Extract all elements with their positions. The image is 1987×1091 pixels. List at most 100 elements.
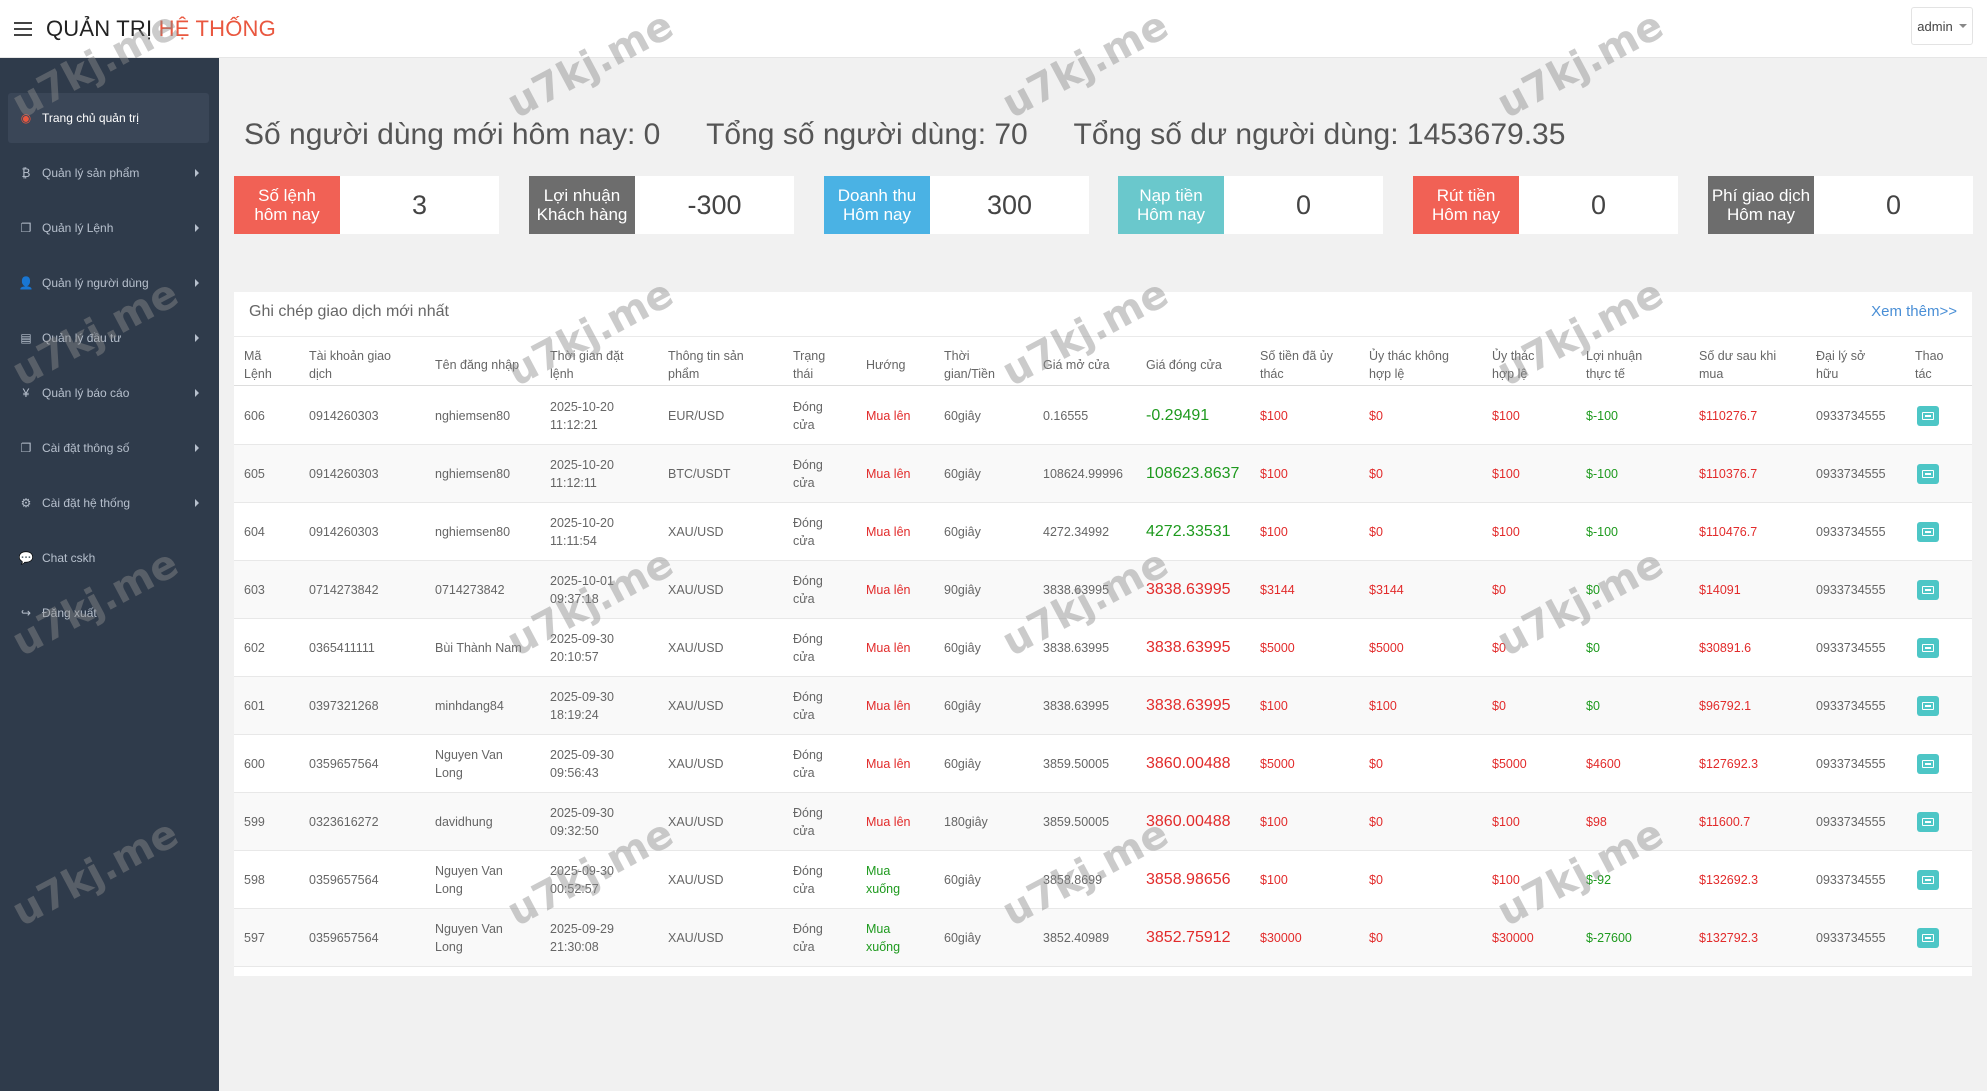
sidebar-item-label: Quản lý đầu tư <box>42 331 122 345</box>
dashboard-icon: ◉ <box>20 111 32 125</box>
sidebar-item-5[interactable]: ¥ Quản lý báo cáo <box>8 368 209 418</box>
list-icon <box>1922 412 1934 420</box>
table-row: 601 0397321268 minhdang84 2025-09-30 18:19:… <box>234 677 1972 735</box>
view-details-button[interactable] <box>1917 812 1939 832</box>
table-cell: $98 <box>1586 815 1607 829</box>
table-cell: 3838.63995 <box>1146 581 1231 598</box>
column-header: Tài khoản giao dịch <box>309 349 392 381</box>
table-cell: 0933734555 <box>1816 699 1886 713</box>
column-header: Ủy thác hợp lệ <box>1492 349 1535 381</box>
table-row: 604 0914260303 nghiemsen80 2025-10-20 11:11… <box>234 503 1972 561</box>
sidebar-item-2[interactable]: ❐ Quản lý Lệnh <box>8 203 209 253</box>
table-cell: 180giây <box>944 815 988 829</box>
table-cell: Đóng cửa <box>793 574 823 606</box>
list-icon <box>1922 760 1934 768</box>
view-details-button[interactable] <box>1917 580 1939 600</box>
table-cell: $0 <box>1369 467 1383 481</box>
table-cell: $5000 <box>1492 757 1527 771</box>
table-cell: Nguyen Van Long <box>435 748 503 780</box>
table-cell: 3858.98656 <box>1146 871 1231 888</box>
chevron-right-icon <box>195 499 199 507</box>
stat-card-label-text: Phí giao dịch Hôm nay <box>1711 186 1811 224</box>
sidebar-item-label: Cài đặt thông số <box>42 441 130 455</box>
stat-card-label-text: Lợi nhuận Khách hàng <box>536 186 628 224</box>
column-header: Giá mở cửa <box>1043 358 1110 372</box>
table-cell: 0365411111 <box>309 641 375 655</box>
table-cell: $5000 <box>1260 757 1295 771</box>
sidebar: ◉ Trang chủ quản trị ₿ Quản lý sản phẩm ❐ Quả… <box>0 58 219 1091</box>
list-icon <box>1922 702 1934 710</box>
table-cell: 0.16555 <box>1043 409 1089 423</box>
sidebar-item-1[interactable]: ₿ Quản lý sản phẩm <box>8 148 209 198</box>
table-cell: $132692.3 <box>1699 873 1759 887</box>
sidebar-item-label: Quản lý Lệnh <box>42 221 114 235</box>
see-more-link[interactable]: Xem thêm>> <box>1871 303 1957 320</box>
table-cell: $30891.6 <box>1699 641 1752 655</box>
table-cell: 3838.63995 <box>1146 697 1231 714</box>
table-cell: 0933734555 <box>1816 873 1886 887</box>
view-details-button[interactable] <box>1917 464 1939 484</box>
view-details-button[interactable] <box>1917 928 1939 948</box>
table-cell: 90giây <box>944 583 981 597</box>
table-cell: 108624.99996 <box>1043 467 1123 481</box>
table-cell: 0359657564 <box>309 873 379 887</box>
table-cell: 3838.63995 <box>1043 699 1110 713</box>
sidebar-item-3[interactable]: 👤 Quản lý người dùng <box>8 258 209 308</box>
table-cell: 2025-10-20 11:12:21 <box>550 400 614 432</box>
table-cell: $30000 <box>1492 931 1534 945</box>
user-menu-button[interactable]: admin <box>1911 7 1973 45</box>
stat-card-0: Số lệnh hôm nay 3 <box>234 176 499 234</box>
table-cell: $100 <box>1492 409 1520 423</box>
stat-card-5: Phí giao dịch Hôm nay 0 <box>1708 176 1973 234</box>
table-cell: 602 <box>244 641 265 655</box>
sidebar-item-9[interactable]: ↪ Đăng xuất <box>8 588 209 638</box>
table-cell: 2025-09-30 09:32:50 <box>550 806 614 838</box>
table-cell: XAU/USD <box>668 757 724 771</box>
view-details-button[interactable] <box>1917 870 1939 890</box>
table-cell: $0 <box>1586 641 1600 655</box>
table-cell: $100 <box>1260 815 1288 829</box>
table-cell: 0933734555 <box>1816 931 1886 945</box>
sidebar-item-8[interactable]: 💬 Chat cskh <box>8 533 209 583</box>
table-cell: Đóng cửa <box>793 864 823 896</box>
column-header: Hướng <box>866 358 906 372</box>
table-cell: 60giây <box>944 409 981 423</box>
view-details-button[interactable] <box>1917 406 1939 426</box>
table-cell: 0933734555 <box>1816 583 1886 597</box>
table-cell: 3859.50005 <box>1043 815 1110 829</box>
stat-card-3: Nạp tiền Hôm nay 0 <box>1118 176 1383 234</box>
table-cell: EUR/USD <box>668 409 725 423</box>
menu-toggle-icon[interactable] <box>14 21 32 36</box>
table-row: 600 0359657564 Nguyen Van Long 2025-09-30 0… <box>234 735 1972 793</box>
stat-card-value: 0 <box>1885 189 1902 220</box>
sidebar-item-0[interactable]: ◉ Trang chủ quản trị <box>8 93 209 143</box>
app-title-part1: QUẢN TRỊ <box>46 15 153 41</box>
table-cell: 0933734555 <box>1816 467 1886 481</box>
table-cell: $110476.7 <box>1699 525 1758 539</box>
table-cell: 0914260303 <box>309 525 379 539</box>
view-details-button[interactable] <box>1917 522 1939 542</box>
sidebar-item-4[interactable]: ▤ Quản lý đầu tư <box>8 313 209 363</box>
table-cell: $14091 <box>1699 583 1741 597</box>
chevron-right-icon <box>195 444 199 452</box>
table-cell: BTC/USDT <box>668 467 731 481</box>
chevron-right-icon <box>195 389 199 397</box>
view-details-button[interactable] <box>1917 754 1939 774</box>
table-cell: Mua lên <box>866 699 911 713</box>
latest-transactions-panel: Ghi chép giao dịch mới nhất Xem thêm>> M… <box>234 292 1972 976</box>
list-icon <box>1922 586 1934 594</box>
sidebar-item-6[interactable]: ❐ Cài đặt thông số <box>8 423 209 473</box>
table-cell: Mua lên <box>866 525 911 539</box>
view-details-button[interactable] <box>1917 638 1939 658</box>
view-details-button[interactable] <box>1917 696 1939 716</box>
table-cell: $-100 <box>1586 525 1618 539</box>
table-cell: Mua lên <box>866 409 911 423</box>
column-header: Giá đóng cửa <box>1146 358 1222 372</box>
table-cell: $127692.3 <box>1699 757 1759 771</box>
table-cell: $30000 <box>1260 931 1302 945</box>
stat-card-label-text: Doanh thu Hôm nay <box>837 186 917 224</box>
sidebar-item-7[interactable]: ⚙ Cài đặt hệ thống <box>8 478 209 528</box>
sidebar-item-label: Đăng xuất <box>42 606 97 620</box>
table-cell: 60giây <box>944 525 981 539</box>
table-cell: 3859.50005 <box>1043 757 1110 771</box>
